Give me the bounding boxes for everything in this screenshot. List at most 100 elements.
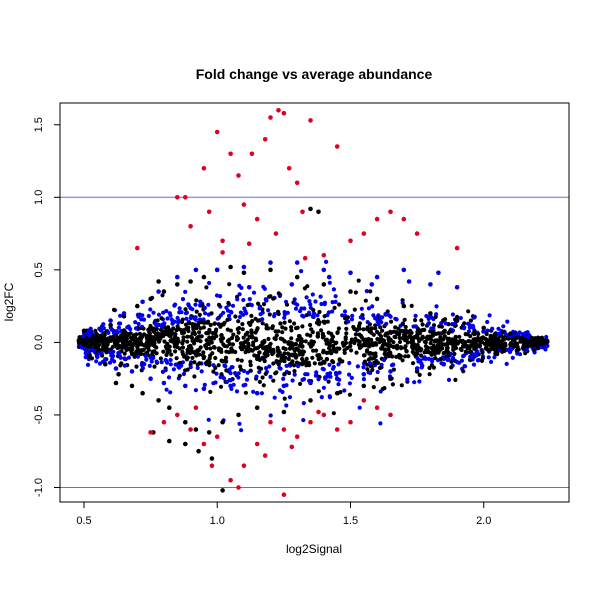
cloud-point: [219, 372, 224, 377]
data-point: [201, 441, 207, 447]
cloud-point: [188, 334, 193, 339]
cloud-point: [442, 334, 447, 339]
cloud-point: [224, 305, 229, 310]
cloud-point: [490, 326, 495, 331]
cloud-point: [130, 346, 135, 351]
cloud-point: [203, 343, 208, 348]
cloud-point: [308, 322, 313, 328]
data-point: [273, 231, 279, 236]
data-point: [193, 427, 199, 432]
cloud-point: [382, 386, 387, 391]
cloud-point: [248, 359, 253, 364]
cloud-point: [236, 330, 241, 335]
cloud-point: [282, 338, 287, 344]
cloud-point: [233, 314, 238, 319]
cloud-point: [152, 364, 157, 369]
cloud-point: [110, 344, 115, 349]
data-point: [241, 270, 247, 276]
cloud-point: [321, 385, 326, 390]
cloud-point: [87, 344, 93, 349]
cloud-point: [206, 330, 211, 335]
data-point: [95, 332, 100, 338]
cloud-point: [208, 322, 213, 328]
cloud-point: [450, 312, 455, 317]
cloud-point: [216, 346, 222, 351]
cloud-point: [231, 332, 236, 337]
cloud-point: [103, 357, 108, 362]
cloud-point: [197, 330, 202, 335]
data-point: [334, 427, 340, 432]
cloud-point: [415, 332, 420, 338]
cloud-point: [348, 340, 353, 345]
cloud-point: [126, 355, 132, 360]
data-point: [348, 270, 353, 276]
cloud-point: [543, 344, 548, 349]
cloud-point: [128, 327, 133, 332]
cloud-point: [518, 337, 524, 342]
cloud-point: [223, 364, 228, 369]
cloud-point: [288, 344, 293, 349]
cloud-point: [209, 311, 214, 316]
data-point: [286, 166, 292, 171]
cloud-point: [174, 356, 179, 361]
cloud-point: [468, 318, 473, 323]
cloud-point: [471, 362, 477, 367]
cloud-point: [202, 382, 207, 387]
cloud-point: [516, 332, 521, 337]
cloud-point: [278, 366, 283, 371]
cloud-point: [164, 309, 169, 314]
cloud-point: [311, 314, 316, 319]
cloud-point: [475, 349, 480, 354]
cloud-point: [384, 352, 389, 357]
data-point: [95, 354, 100, 360]
cloud-point: [314, 320, 319, 325]
data-point: [183, 419, 188, 425]
cloud-point: [300, 352, 305, 357]
cloud-point: [330, 334, 335, 339]
cloud-point: [78, 344, 84, 349]
cloud-point: [502, 348, 507, 354]
cloud-point: [221, 310, 226, 315]
x-axis-label: log2Signal: [286, 542, 342, 556]
cloud-point: [334, 340, 339, 345]
cloud-point: [334, 372, 339, 377]
data-point: [175, 282, 180, 287]
cloud-point: [388, 343, 393, 348]
cloud-point: [128, 339, 133, 344]
data-point: [246, 285, 252, 290]
x-tick-label: 1.0: [210, 515, 225, 527]
cloud-point: [177, 346, 182, 351]
x-tick-label: 0.5: [76, 515, 91, 527]
cloud-point: [330, 300, 335, 305]
cloud-point: [426, 356, 431, 361]
cloud-point: [166, 375, 172, 380]
cloud-point: [412, 351, 417, 356]
cloud-point: [429, 345, 434, 351]
cloud-point: [140, 334, 145, 339]
cloud-point: [463, 349, 468, 354]
cloud-point: [337, 302, 342, 307]
cloud-point: [365, 320, 370, 325]
cloud-point: [243, 390, 248, 395]
cloud-point: [252, 353, 257, 358]
cloud-point: [374, 316, 379, 321]
cloud-point: [180, 345, 186, 350]
cloud-point: [97, 351, 102, 356]
cloud-point: [425, 322, 431, 327]
cloud-point: [316, 389, 321, 394]
cloud-point: [406, 354, 411, 359]
cloud-point: [275, 348, 280, 354]
data-points: [81, 108, 548, 498]
data-point: [175, 195, 180, 200]
data-point: [236, 173, 241, 178]
cloud-point: [245, 370, 250, 375]
cloud-point: [103, 337, 108, 342]
data-point: [254, 405, 260, 411]
y-tick-label: -0.5: [33, 405, 45, 424]
cloud-point: [129, 350, 134, 355]
cloud-point: [168, 338, 173, 343]
data-point: [214, 267, 220, 273]
cloud-point: [192, 360, 197, 365]
data-point: [236, 485, 241, 490]
cloud-point: [373, 326, 378, 331]
